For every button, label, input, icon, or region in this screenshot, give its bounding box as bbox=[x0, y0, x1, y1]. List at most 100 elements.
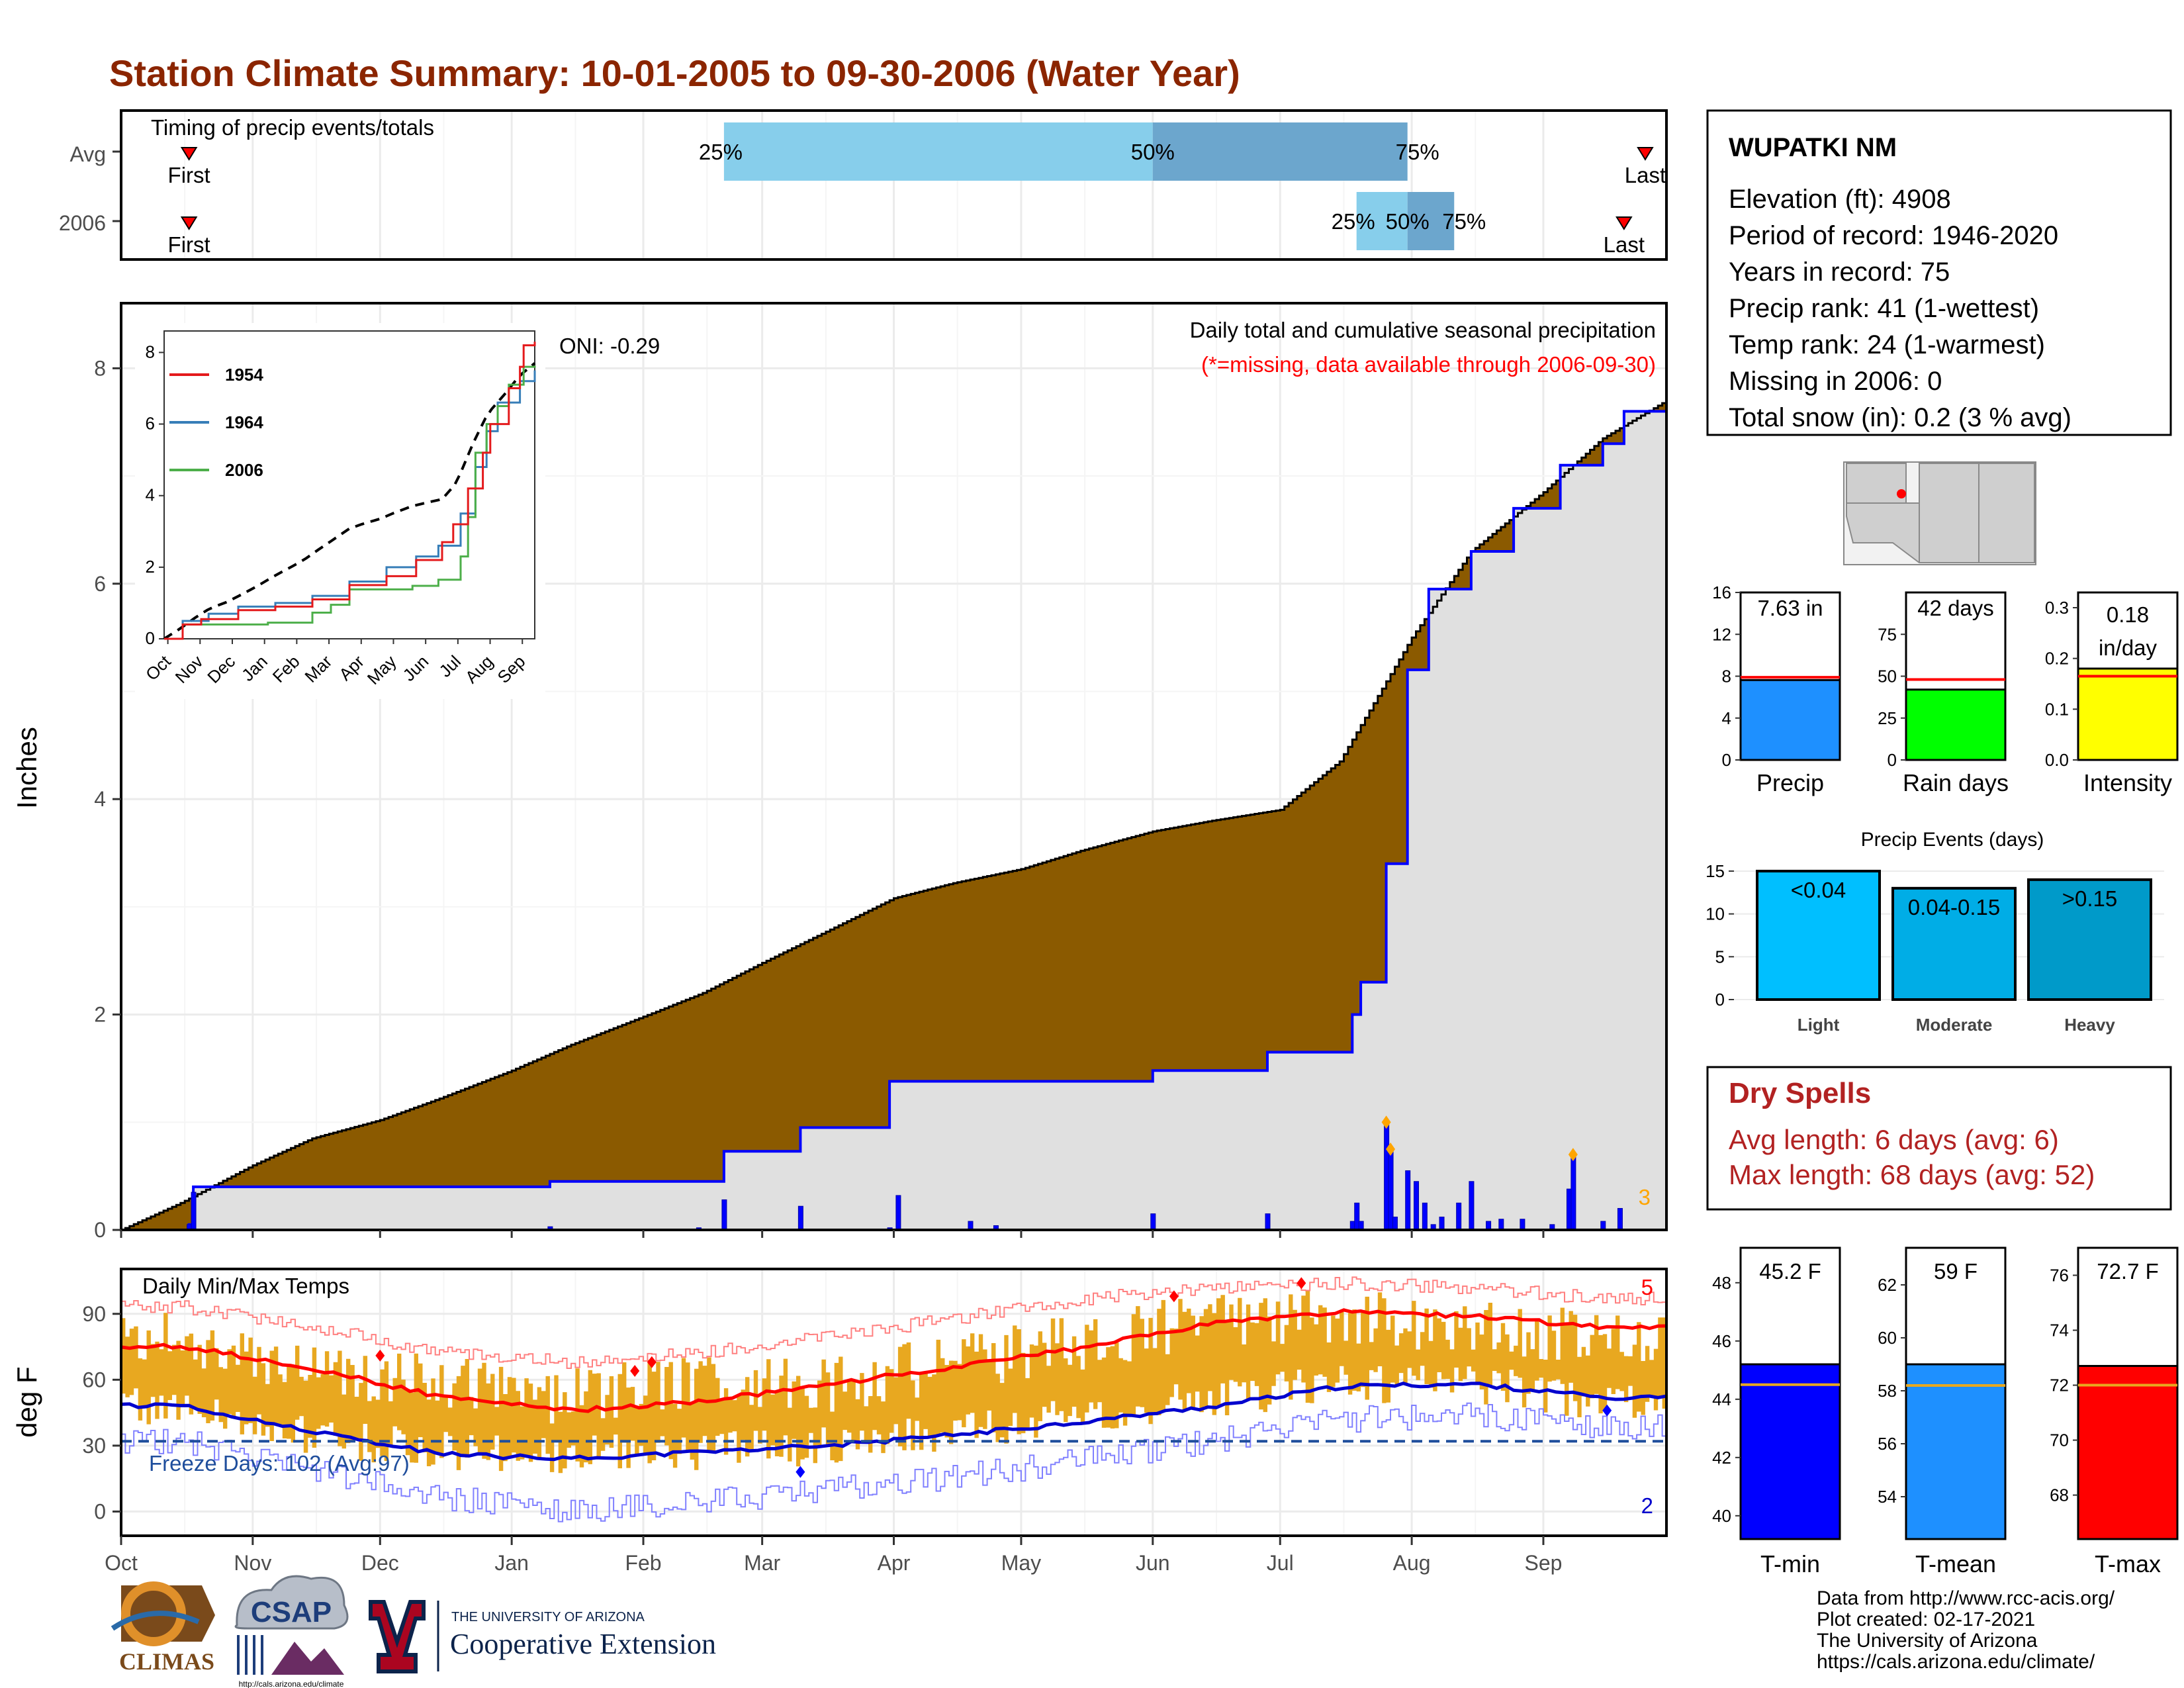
freeze-days-label: Freeze Days: 102 (Avg:97) bbox=[149, 1451, 410, 1476]
timing-row-label-2006: 2006 bbox=[59, 211, 106, 235]
station-line-elevation: Elevation (ft): 4908 bbox=[1729, 185, 1951, 214]
timing-panel-frame bbox=[120, 109, 1668, 261]
daily-precip-bar bbox=[1570, 1154, 1576, 1231]
record-low-line bbox=[121, 1402, 1666, 1523]
mini-y-tick-label: 75 bbox=[1878, 624, 1897, 644]
record-high-marker bbox=[375, 1349, 385, 1362]
precip-y-tick-label: 2 bbox=[94, 1003, 106, 1027]
daily-precip-bar bbox=[797, 1205, 803, 1231]
station-line-temp-rank: Temp rank: 24 (1-warmest) bbox=[1729, 330, 2045, 359]
temp-stat-bar-t-min bbox=[1739, 1363, 1841, 1540]
events-bar-category-label: Light bbox=[1797, 1015, 1840, 1035]
timing-first-marker bbox=[180, 147, 198, 161]
month-tick-label: Jan bbox=[494, 1551, 529, 1575]
precip-panel: 0 2 4 6 8 Inches ONI: -0.29 Daily total and … bbox=[11, 302, 1668, 1242]
events-bar-range-label: >0.15 bbox=[2062, 886, 2118, 911]
locator-map-borders bbox=[1846, 463, 1979, 563]
precip-y-axis: 0 2 4 6 8 bbox=[94, 356, 121, 1242]
timing-bar-25-50 bbox=[723, 122, 1153, 181]
station-name: WUPATKI NM bbox=[1729, 133, 1897, 162]
daily-precip-bar bbox=[895, 1195, 901, 1231]
temp-stat-category-label: T-min bbox=[1760, 1550, 1820, 1577]
temp-y-tick-label: 30 bbox=[82, 1434, 106, 1458]
record-high-line bbox=[121, 1276, 1666, 1369]
temp-stat-category-label: T-mean bbox=[1915, 1550, 1996, 1577]
daily-precip-record-marker bbox=[1386, 1142, 1396, 1156]
temp-stat-value-label: 45.2 F bbox=[1759, 1259, 1821, 1284]
timing-last-label: Last bbox=[1604, 232, 1645, 257]
footer-line-university: The University of Arizona bbox=[1817, 1630, 2038, 1652]
ua-cooperative-extension-logo: THE UNIVERSITY OF ARIZONA Cooperative Ex… bbox=[369, 1600, 716, 1673]
temp-stat-y-tick-label: 46 bbox=[1712, 1331, 1731, 1351]
mini-bar-value-label: 7.63 in bbox=[1757, 596, 1823, 620]
daily-precip-record-marker bbox=[1381, 1115, 1391, 1129]
inset-legend-label: 1954 bbox=[225, 365, 263, 385]
month-tick-label: Nov bbox=[234, 1551, 271, 1575]
temp-stat-y-tick-label: 48 bbox=[1712, 1273, 1731, 1293]
month-tick-label: Feb bbox=[625, 1551, 661, 1575]
daily-precip-record-marker bbox=[1568, 1148, 1578, 1162]
daily-precip-bar bbox=[1414, 1181, 1420, 1231]
mini-bar-category-label: Rain days bbox=[1903, 769, 2009, 796]
inset-y-tick-label: 4 bbox=[146, 485, 155, 505]
daily-precip-bar bbox=[1498, 1219, 1504, 1231]
timing-label-75: 75% bbox=[1442, 209, 1486, 234]
locator-map bbox=[1843, 461, 2036, 565]
temp-stat-bar-t-mean bbox=[1905, 1363, 2007, 1540]
csap-cloud-icon bbox=[234, 1575, 349, 1630]
mini-y-tick-label: 25 bbox=[1878, 708, 1897, 728]
station-line-missing: Missing in 2006: 0 bbox=[1729, 367, 1942, 396]
station-line-years: Years in record: 75 bbox=[1729, 258, 1950, 287]
average-max-line bbox=[120, 1308, 1667, 1413]
temp-stat-y-tick-label: 60 bbox=[1878, 1328, 1897, 1348]
footer-line-plot-created: Plot created: 02-17-2021 bbox=[1817, 1609, 2035, 1630]
temp-y-tick-label: 0 bbox=[94, 1499, 106, 1523]
average-min-line bbox=[120, 1382, 1667, 1462]
precip-y-tick-label: 4 bbox=[94, 787, 106, 811]
events-bar-heavy bbox=[2027, 878, 2152, 1001]
temp-label: Daily Min/Max Temps bbox=[142, 1274, 349, 1298]
mini-y-tick-label: 50 bbox=[1878, 667, 1897, 686]
events-bar-range-label: 0.04-0.15 bbox=[1908, 895, 2000, 919]
timing-label: Timing of precip events/totals bbox=[151, 115, 434, 140]
temp-stat-y-tick-label: 58 bbox=[1878, 1381, 1897, 1401]
timing-label-75: 75% bbox=[1396, 140, 1439, 164]
temp-stat-value-label: 59 F bbox=[1934, 1259, 1978, 1284]
precip-missing-note: (*=missing, data available through 2006-… bbox=[1201, 352, 1656, 377]
footer-credits: Data from http://www.rcc-acis.org/ Plot … bbox=[1817, 1587, 2115, 1673]
page-title: Station Climate Summary: 10-01-2005 to 0… bbox=[109, 52, 1240, 94]
precip-corner-count: 3 bbox=[1639, 1185, 1651, 1209]
inset-y-tick-label: 6 bbox=[146, 414, 155, 434]
precip-y-tick-label: 8 bbox=[94, 356, 106, 380]
daily-precip-bar bbox=[1439, 1216, 1445, 1231]
csap-logo: CSAP http://cals.arizona.edu/climate bbox=[234, 1575, 349, 1688]
timing-bars: 25% 50% 75% First Last 25% 50% 75% First Last bbox=[113, 122, 1666, 257]
mini-bar-category-label: Precip bbox=[1756, 769, 1824, 796]
temp-stat-y-tick-label: 40 bbox=[1712, 1506, 1731, 1526]
station-location-marker bbox=[1897, 489, 1906, 498]
month-tick-label: Aug bbox=[1393, 1551, 1431, 1575]
temp-stat-y-tick-label: 76 bbox=[2050, 1266, 2069, 1286]
temperature-bar-charts: 40 42 44 46 48 45.2 F T-min 54 56 58 60 62 59 F T-mea… bbox=[1712, 1246, 2179, 1577]
month-tick-label: Dec bbox=[361, 1551, 399, 1575]
mini-y-tick-label: 0 bbox=[1888, 750, 1897, 770]
month-tick-label: May bbox=[1001, 1551, 1041, 1575]
timing-label-50: 50% bbox=[1131, 140, 1175, 164]
timing-first-label: First bbox=[168, 232, 210, 257]
mini-bar-rain-days bbox=[1905, 688, 2007, 761]
inset-legend-label: 2006 bbox=[225, 460, 263, 480]
events-bar-range-label: <0.04 bbox=[1791, 878, 1846, 902]
mini-y-tick-label: 4 bbox=[1722, 708, 1731, 728]
record-low-marker bbox=[1602, 1404, 1612, 1417]
station-line-snow: Total snow (in): 0.2 (3 % avg) bbox=[1729, 403, 2071, 432]
month-tick-label: Oct bbox=[105, 1551, 138, 1575]
temp-stat-bar-t-max bbox=[2077, 1364, 2179, 1540]
csap-logo-text: CSAP bbox=[251, 1596, 332, 1628]
timing-bar-50-75 bbox=[1152, 122, 1408, 181]
mini-bar-category-label: Intensity bbox=[2083, 769, 2172, 796]
precip-y-tick-label: 0 bbox=[94, 1218, 106, 1242]
temp-stat-category-label: T-max bbox=[2095, 1550, 2161, 1577]
climas-logo: CLIMAS bbox=[111, 1581, 215, 1675]
